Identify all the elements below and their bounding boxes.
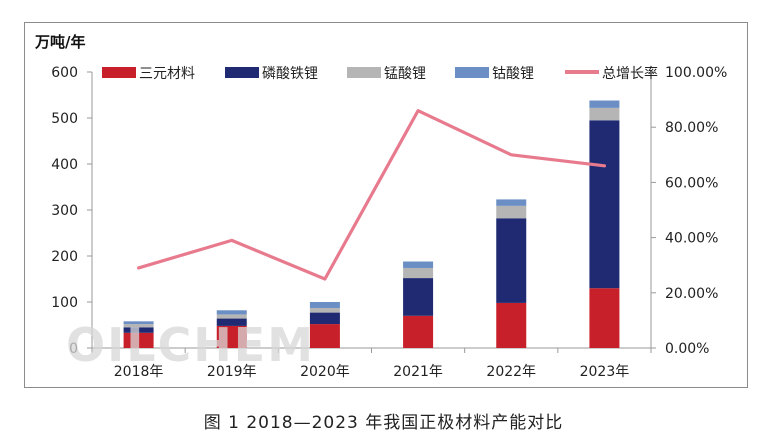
y-tick-label: 100 xyxy=(51,295,78,311)
y-tick-label: 600 xyxy=(51,65,78,81)
bar-segment xyxy=(403,315,434,348)
legend-swatch xyxy=(347,67,381,78)
bar-segment xyxy=(589,107,620,121)
growth-rate-line xyxy=(136,109,607,281)
y-tick-label: 400 xyxy=(51,157,78,173)
x-tick-label: 2023年 xyxy=(580,364,630,380)
y-tick-label: 500 xyxy=(51,111,78,127)
watermark-logo: OILCHEM xyxy=(66,318,315,372)
legend-label: 锰酸锂 xyxy=(384,66,426,82)
bar-segment xyxy=(496,199,527,206)
bar-segment xyxy=(403,267,434,279)
bar-segment xyxy=(123,332,154,348)
bar-segment xyxy=(309,302,340,308)
bar-segment xyxy=(216,310,247,315)
bar-segment xyxy=(216,314,247,319)
y2-tick-label: 20.00% xyxy=(665,286,718,302)
y2-tick-label: 40.00% xyxy=(665,231,718,247)
legend-swatch xyxy=(225,67,259,78)
x-tick-label: 2020年 xyxy=(300,364,350,380)
bar-segment xyxy=(309,324,340,348)
y-tick-label: 200 xyxy=(51,249,78,265)
bar-segment xyxy=(589,100,620,108)
bar-segment xyxy=(123,324,154,328)
bar-segment xyxy=(496,205,527,219)
x-tick-label: 2019年 xyxy=(207,364,257,380)
y2-tick-label: 80.00% xyxy=(665,120,718,136)
y-unit-label: 万吨/年 xyxy=(34,33,85,51)
bar-segment xyxy=(403,261,434,268)
bar-segment xyxy=(309,307,340,313)
legend-label: 总增长率 xyxy=(602,65,658,82)
bar-segment xyxy=(589,288,620,348)
bar-segment xyxy=(496,218,527,303)
legend-swatch xyxy=(455,67,489,78)
chart: 0 100 200 300 400 500 600 0.00% 20.00% 40.00% 60.0… xyxy=(34,33,727,380)
bar-segment xyxy=(309,312,340,325)
figure-caption: 图 1 2018—2023 年我国正极材料产能对比 xyxy=(203,413,564,433)
y2-tick-label: 100.00% xyxy=(665,65,727,81)
bar-segment xyxy=(216,325,247,348)
y2-tick-label: 0.00% xyxy=(665,341,709,357)
x-tick-label: 2018年 xyxy=(114,364,164,380)
bar-segment xyxy=(403,278,434,316)
legend-swatch xyxy=(102,67,136,78)
legend-label: 磷酸铁锂 xyxy=(262,66,318,82)
bar-segment xyxy=(216,318,247,326)
x-tick-label: 2021年 xyxy=(393,364,443,380)
legend-label: 钴酸锂 xyxy=(492,66,534,82)
y-tick-label: 300 xyxy=(51,203,78,219)
x-tick-label: 2022年 xyxy=(486,364,536,380)
bar-segment xyxy=(123,327,154,333)
bar-segment xyxy=(589,120,620,289)
legend-label: 三元材料 xyxy=(139,66,195,82)
chart-frame: 0 100 200 300 400 500 600 0.00% 20.00% 40.00% 60.0… xyxy=(24,22,748,388)
y2-tick-label: 60.00% xyxy=(665,175,718,191)
bar-segment xyxy=(123,321,154,325)
y-tick-label: 0 xyxy=(69,341,78,357)
bar-segment xyxy=(496,302,527,348)
